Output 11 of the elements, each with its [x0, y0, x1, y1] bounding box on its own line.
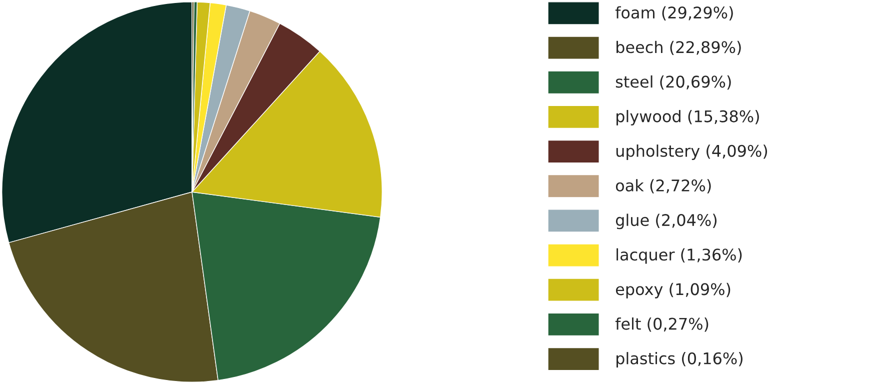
legend-label: lacquer (1,36%) — [616, 248, 742, 264]
legend-label: plywood (15,38%) — [616, 110, 759, 126]
legend-label: steel (20,69%) — [616, 75, 731, 90]
legend-label: upholstery (4,09%) — [616, 144, 768, 160]
legend-label: epoxy (1,09%) — [616, 282, 730, 298]
legend-label: plastics (0,16%) — [616, 352, 742, 368]
legend-label: felt (0,27%) — [615, 317, 708, 332]
legend-label: oak (2,72%) — [616, 179, 711, 194]
legend-label: foam (29,29%) — [615, 6, 733, 20]
legend-label: glue (2,04%) — [616, 214, 717, 230]
legend-label: beech (22,89%) — [616, 40, 741, 56]
